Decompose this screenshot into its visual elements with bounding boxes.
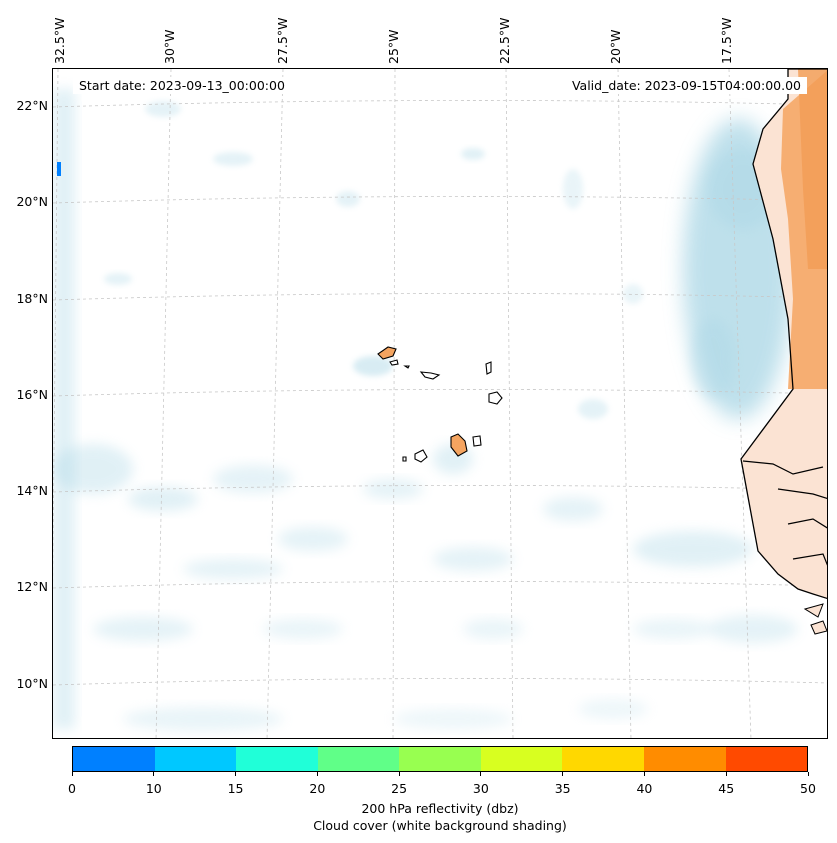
colorbar-segment	[317, 747, 400, 771]
valid-date-label: Valid_date: 2023-09-15T04:00:00.00	[565, 77, 807, 94]
colorbar-tick	[807, 772, 809, 776]
colorbar-tick-label: 50	[800, 781, 816, 796]
lat-label-20n: 20°N	[16, 194, 48, 209]
lon-label-32-5w: 32.5°W	[52, 17, 67, 64]
lon-label-27-5w: 27.5°W	[275, 17, 290, 64]
colorbar-tick-label: 20	[309, 781, 326, 796]
colorbar-tick-label: 40	[636, 781, 653, 796]
colorbar-segment	[73, 747, 155, 771]
colorbar-tick	[480, 772, 482, 776]
reflectivity-colorbar	[72, 746, 808, 772]
start-date-label: Start date: 2023-09-13_00:00:00	[73, 77, 291, 94]
colorbar-tick-label: 35	[554, 781, 571, 796]
lon-label-30w: 30°W	[162, 29, 177, 64]
colorbar-tick-label: 15	[227, 781, 244, 796]
colorbar-tick-label: 30	[472, 781, 489, 796]
colorbar-segment	[562, 747, 644, 771]
colorbar-segment	[480, 747, 563, 771]
lat-label-16n: 16°N	[16, 387, 48, 402]
colorbar-label: 200 hPa reflectivity (dbz)	[361, 801, 519, 816]
lat-label-18n: 18°N	[16, 291, 48, 306]
colorbar-tick	[316, 772, 318, 776]
colorbar-tick-label: 10	[145, 781, 162, 796]
colorbar-segment	[236, 747, 318, 771]
colorbar-segment	[154, 747, 237, 771]
graticule	[53, 69, 827, 738]
colorbar-tick	[725, 772, 727, 776]
colorbar-tick-label: 45	[718, 781, 735, 796]
colorbar-segment	[643, 747, 726, 771]
colorbar-tick	[643, 772, 645, 776]
colorbar-tick-label: 25	[391, 781, 408, 796]
lon-label-17-5w: 17.5°W	[719, 17, 734, 64]
cloud-cover-shading	[53, 89, 798, 731]
reflectivity-cell	[57, 162, 61, 176]
colorbar-tick	[153, 772, 155, 776]
colorbar-tick	[235, 772, 237, 776]
cape-verde-islands	[377, 346, 503, 463]
colorbar-tick	[71, 772, 73, 776]
colorbar-segment	[399, 747, 481, 771]
colorbar-tick	[398, 772, 400, 776]
africa-landmass	[740, 69, 827, 635]
lon-label-22-5w: 22.5°W	[497, 17, 512, 64]
lat-label-22n: 22°N	[16, 98, 48, 113]
colorbar-segment	[725, 747, 808, 771]
map-panel: Start date: 2023-09-13_00:00:00 Valid_da…	[52, 68, 828, 739]
lon-label-25w: 25°W	[386, 29, 401, 64]
map-canvas	[53, 69, 827, 738]
lat-label-10n: 10°N	[16, 676, 48, 691]
lat-label-14n: 14°N	[16, 483, 48, 498]
lon-label-20w: 20°W	[608, 29, 623, 64]
colorbar-tick	[562, 772, 564, 776]
colorbar-sublabel: Cloud cover (white background shading)	[313, 818, 567, 833]
lat-label-12n: 12°N	[16, 579, 48, 594]
colorbar-tick-label: 0	[68, 781, 76, 796]
